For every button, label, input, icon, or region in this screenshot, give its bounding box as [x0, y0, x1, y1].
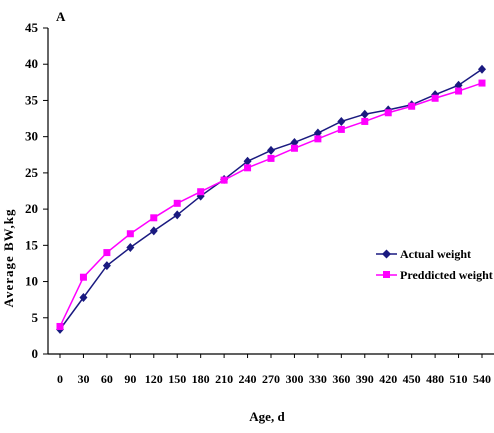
data-point-predicted	[126, 230, 134, 238]
data-point-actual	[102, 261, 111, 271]
data-point-actual	[149, 226, 158, 236]
x-tick-label: 540	[473, 372, 491, 386]
y-tick-label: 30	[25, 129, 38, 144]
x-tick-label: 450	[403, 372, 421, 386]
x-tick-label: 60	[101, 372, 113, 386]
data-point-predicted	[478, 79, 486, 87]
data-point-predicted	[220, 176, 228, 184]
legend-label-actual: Actual weight	[400, 247, 471, 261]
data-point-actual	[360, 109, 369, 119]
y-tick-label: 45	[25, 20, 39, 35]
data-point-actual	[79, 292, 88, 302]
y-tick-label: 25	[25, 165, 39, 180]
data-point-predicted	[56, 322, 64, 330]
x-tick-label: 180	[192, 372, 210, 386]
data-point-actual	[313, 128, 322, 138]
data-point-actual	[267, 145, 275, 155]
x-axis-ticks: 0 30 60 90 120 150 180 210 240 270 300 330 360 390 420…	[57, 354, 491, 386]
series-line-actual	[59, 68, 483, 330]
x-tick-label: 30	[77, 372, 89, 386]
data-point-actual	[243, 156, 252, 166]
x-tick-label: 300	[285, 372, 303, 386]
data-point-predicted	[361, 117, 369, 125]
x-tick-label: 120	[145, 372, 163, 386]
data-point-predicted	[314, 135, 322, 143]
data-point-predicted	[408, 102, 416, 110]
x-tick-label: 240	[239, 372, 257, 386]
data-point-predicted	[244, 164, 252, 172]
x-tick-label: 330	[309, 372, 327, 386]
y-axis-ticks: 0 5 10 15 20 25 30 35 40 45	[25, 20, 48, 361]
y-tick-label: 40	[25, 56, 38, 71]
plot-axes	[47, 28, 494, 355]
x-tick-label: 420	[379, 372, 397, 386]
data-point-predicted	[79, 273, 87, 281]
data-point-predicted	[337, 125, 345, 133]
data-point-predicted	[384, 109, 392, 117]
x-tick-label: 390	[356, 372, 374, 386]
y-tick-label: 35	[25, 92, 39, 107]
y-tick-label: 15	[25, 237, 39, 252]
series-line-predicted	[59, 82, 483, 327]
x-tick-label: 510	[450, 372, 468, 386]
legend-label-predicted: Preddicted weight	[400, 268, 493, 282]
y-tick-label: 0	[32, 346, 39, 361]
y-tick-label: 5	[32, 310, 39, 325]
legend-marker-predicted	[383, 271, 390, 278]
data-point-predicted	[103, 249, 111, 257]
data-point-actual	[337, 116, 346, 126]
x-tick-label: 150	[168, 372, 186, 386]
x-tick-label: 210	[215, 372, 233, 386]
data-point-predicted	[455, 87, 463, 95]
data-point-predicted	[431, 94, 439, 102]
x-tick-label: 480	[426, 372, 444, 386]
y-axis-title: Average BW,kg	[1, 209, 16, 308]
data-point-actual	[290, 137, 299, 147]
panel-label: A	[56, 9, 66, 24]
x-tick-label: 0	[57, 372, 63, 386]
data-point-predicted	[173, 199, 181, 207]
y-tick-label: 10	[25, 274, 38, 289]
data-point-predicted	[150, 214, 158, 222]
series-layer	[56, 64, 486, 334]
data-point-actual	[478, 64, 486, 74]
x-tick-label: 270	[262, 372, 280, 386]
data-point-predicted	[267, 154, 275, 162]
x-tick-label: 90	[124, 372, 136, 386]
legend: Actual weight Preddicted weight	[376, 247, 493, 282]
x-tick-label: 360	[332, 372, 350, 386]
y-tick-label: 20	[25, 201, 38, 216]
data-point-actual	[173, 210, 182, 220]
legend-marker-actual	[382, 249, 391, 259]
x-axis-title: Age, d	[249, 409, 285, 424]
data-point-actual	[454, 80, 463, 90]
data-point-actual	[126, 243, 135, 253]
data-point-predicted	[290, 144, 298, 152]
data-point-predicted	[197, 188, 205, 196]
